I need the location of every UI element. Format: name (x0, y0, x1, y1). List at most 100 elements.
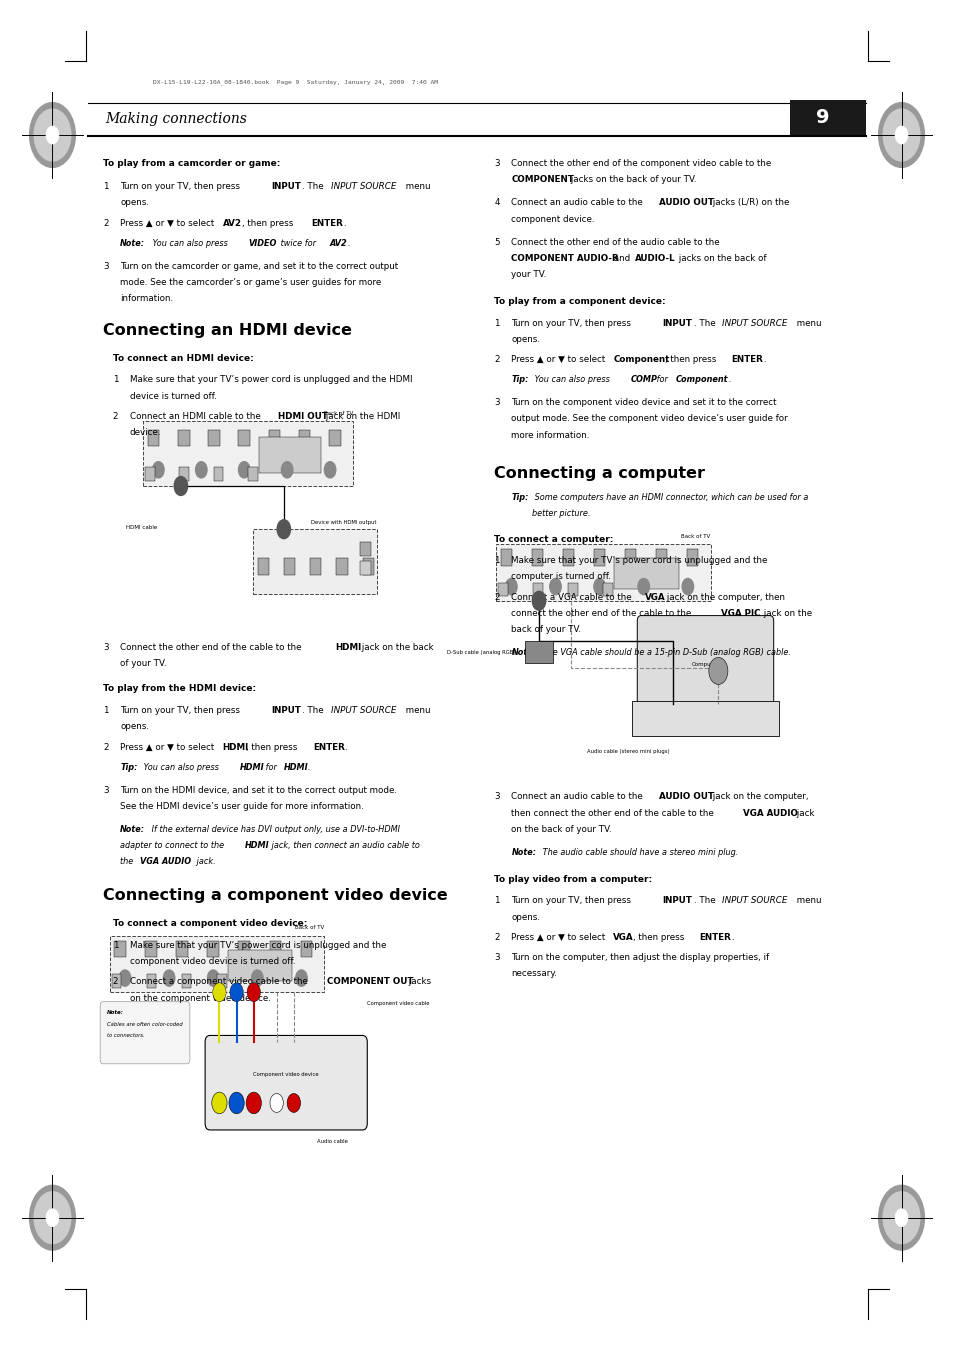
Bar (182, 975, 192, 988)
Circle shape (324, 462, 335, 478)
Bar (248, 467, 257, 481)
Text: , then press: , then press (246, 743, 300, 752)
Text: AUDIO OUT: AUDIO OUT (659, 792, 714, 802)
Text: Turn on your TV, then press: Turn on your TV, then press (511, 896, 634, 906)
Text: .: . (347, 239, 350, 248)
Text: You can also press: You can also press (532, 375, 612, 385)
Bar (148, 429, 159, 446)
Text: INPUT SOURCE: INPUT SOURCE (721, 319, 787, 328)
Bar (213, 467, 223, 481)
Text: .: . (343, 219, 346, 228)
Bar (335, 559, 348, 575)
Bar (238, 941, 250, 957)
FancyBboxPatch shape (100, 1002, 190, 1064)
Text: jack on the HDMI: jack on the HDMI (323, 412, 400, 421)
Text: DX-L15-L19-L22-10A_08-1840.book  Page 9  Saturday, January 24, 2009  7:40 AM: DX-L15-L19-L22-10A_08-1840.book Page 9 S… (152, 80, 437, 85)
Text: The VGA cable should be a 15-pin D-Sub (analog RGB) cable.: The VGA cable should be a 15-pin D-Sub (… (539, 648, 790, 657)
Circle shape (230, 983, 243, 1002)
Bar (228, 950, 292, 981)
Text: Component video device: Component video device (253, 1072, 318, 1077)
Text: opens.: opens. (511, 913, 539, 922)
Bar (238, 429, 250, 446)
FancyBboxPatch shape (205, 1035, 367, 1130)
Text: 2: 2 (494, 933, 499, 942)
Text: Device with HDMI output: Device with HDMI output (311, 520, 376, 525)
Text: INPUT SOURCE: INPUT SOURCE (331, 182, 396, 192)
Text: .: . (762, 355, 765, 364)
Text: If the external device has DVI output only, use a DVI-to-HDMI: If the external device has DVI output on… (149, 825, 399, 834)
Text: , then press: , then press (632, 933, 686, 942)
Text: 2: 2 (103, 743, 109, 752)
Circle shape (895, 127, 906, 143)
Text: Make sure that your TV’s power cord is unplugged and the: Make sure that your TV’s power cord is u… (130, 941, 386, 950)
Circle shape (681, 578, 693, 595)
Text: HDMI: HDMI (239, 763, 264, 772)
Text: then connect the other end of the cable to the: then connect the other end of the cable … (511, 809, 716, 818)
Text: Component: Component (675, 375, 727, 385)
Text: information.: information. (120, 294, 173, 304)
Text: INPUT SOURCE: INPUT SOURCE (721, 896, 787, 906)
Text: output mode. See the component video device’s user guide for: output mode. See the component video dev… (511, 414, 787, 424)
Text: Press ▲ or ▼ to select: Press ▲ or ▼ to select (120, 219, 217, 228)
Circle shape (281, 462, 293, 478)
Circle shape (34, 1192, 71, 1243)
Text: Turn on your TV, then press: Turn on your TV, then press (511, 319, 634, 328)
Text: INPUT: INPUT (661, 319, 691, 328)
Bar (602, 583, 612, 597)
Text: Make sure that your TV’s power cord is unplugged and the HDMI: Make sure that your TV’s power cord is u… (130, 375, 412, 385)
Bar (270, 941, 281, 957)
Bar (258, 437, 321, 472)
Text: 1: 1 (112, 375, 118, 385)
Circle shape (882, 109, 919, 161)
Text: 2: 2 (112, 977, 118, 987)
Circle shape (163, 969, 174, 986)
Bar (655, 549, 666, 566)
Text: . The: . The (302, 706, 327, 716)
Bar (283, 559, 295, 575)
Text: jack on the: jack on the (760, 609, 812, 618)
Text: ENTER: ENTER (311, 219, 342, 228)
FancyBboxPatch shape (496, 544, 710, 601)
Text: jack: jack (793, 809, 813, 818)
Text: 4: 4 (494, 198, 499, 208)
Bar (146, 941, 157, 957)
Bar (208, 941, 219, 957)
Circle shape (47, 1210, 58, 1226)
Text: Component: Component (613, 355, 669, 364)
Text: to connectors.: to connectors. (107, 1033, 144, 1038)
Text: 3: 3 (494, 953, 499, 963)
Text: HDMI OUT: HDMI OUT (277, 412, 327, 421)
Circle shape (895, 1210, 906, 1226)
Text: See the HDMI device’s user guide for more information.: See the HDMI device’s user guide for mor… (120, 802, 364, 811)
Text: 3: 3 (494, 159, 499, 169)
Text: You can also press: You can also press (141, 763, 221, 772)
Text: Back of TV: Back of TV (323, 410, 353, 416)
Text: VGA: VGA (613, 933, 634, 942)
Text: Note:: Note: (120, 239, 145, 248)
Bar (257, 559, 269, 575)
Text: HDMI cable: HDMI cable (126, 525, 157, 531)
Text: jack on the computer, then: jack on the computer, then (663, 593, 784, 602)
Text: device.: device. (130, 428, 161, 437)
Text: Audio cable: Audio cable (316, 1139, 347, 1145)
Text: To play from a camcorder or game:: To play from a camcorder or game: (103, 159, 280, 169)
Circle shape (238, 462, 250, 478)
Text: 5: 5 (494, 238, 499, 247)
Text: .: . (307, 763, 310, 772)
Text: Connect a VGA cable to the: Connect a VGA cable to the (511, 593, 634, 602)
FancyBboxPatch shape (253, 529, 376, 594)
Text: Turn on the computer, then adjust the display properties, if: Turn on the computer, then adjust the di… (511, 953, 769, 963)
Text: Connecting a component video device: Connecting a component video device (103, 888, 447, 903)
Text: Computer: Computer (691, 662, 719, 667)
Bar (329, 429, 340, 446)
Text: opens.: opens. (120, 722, 149, 732)
Circle shape (505, 578, 517, 595)
Circle shape (212, 1092, 227, 1114)
Text: ENTER: ENTER (313, 743, 344, 752)
Text: Connect an HDMI cable to the: Connect an HDMI cable to the (130, 412, 263, 421)
Circle shape (34, 109, 71, 161)
Text: , then press: , then press (664, 355, 719, 364)
Text: AUDIO OUT: AUDIO OUT (659, 198, 714, 208)
Text: .: . (344, 743, 347, 752)
Text: jacks on the back of your TV.: jacks on the back of your TV. (567, 176, 696, 185)
